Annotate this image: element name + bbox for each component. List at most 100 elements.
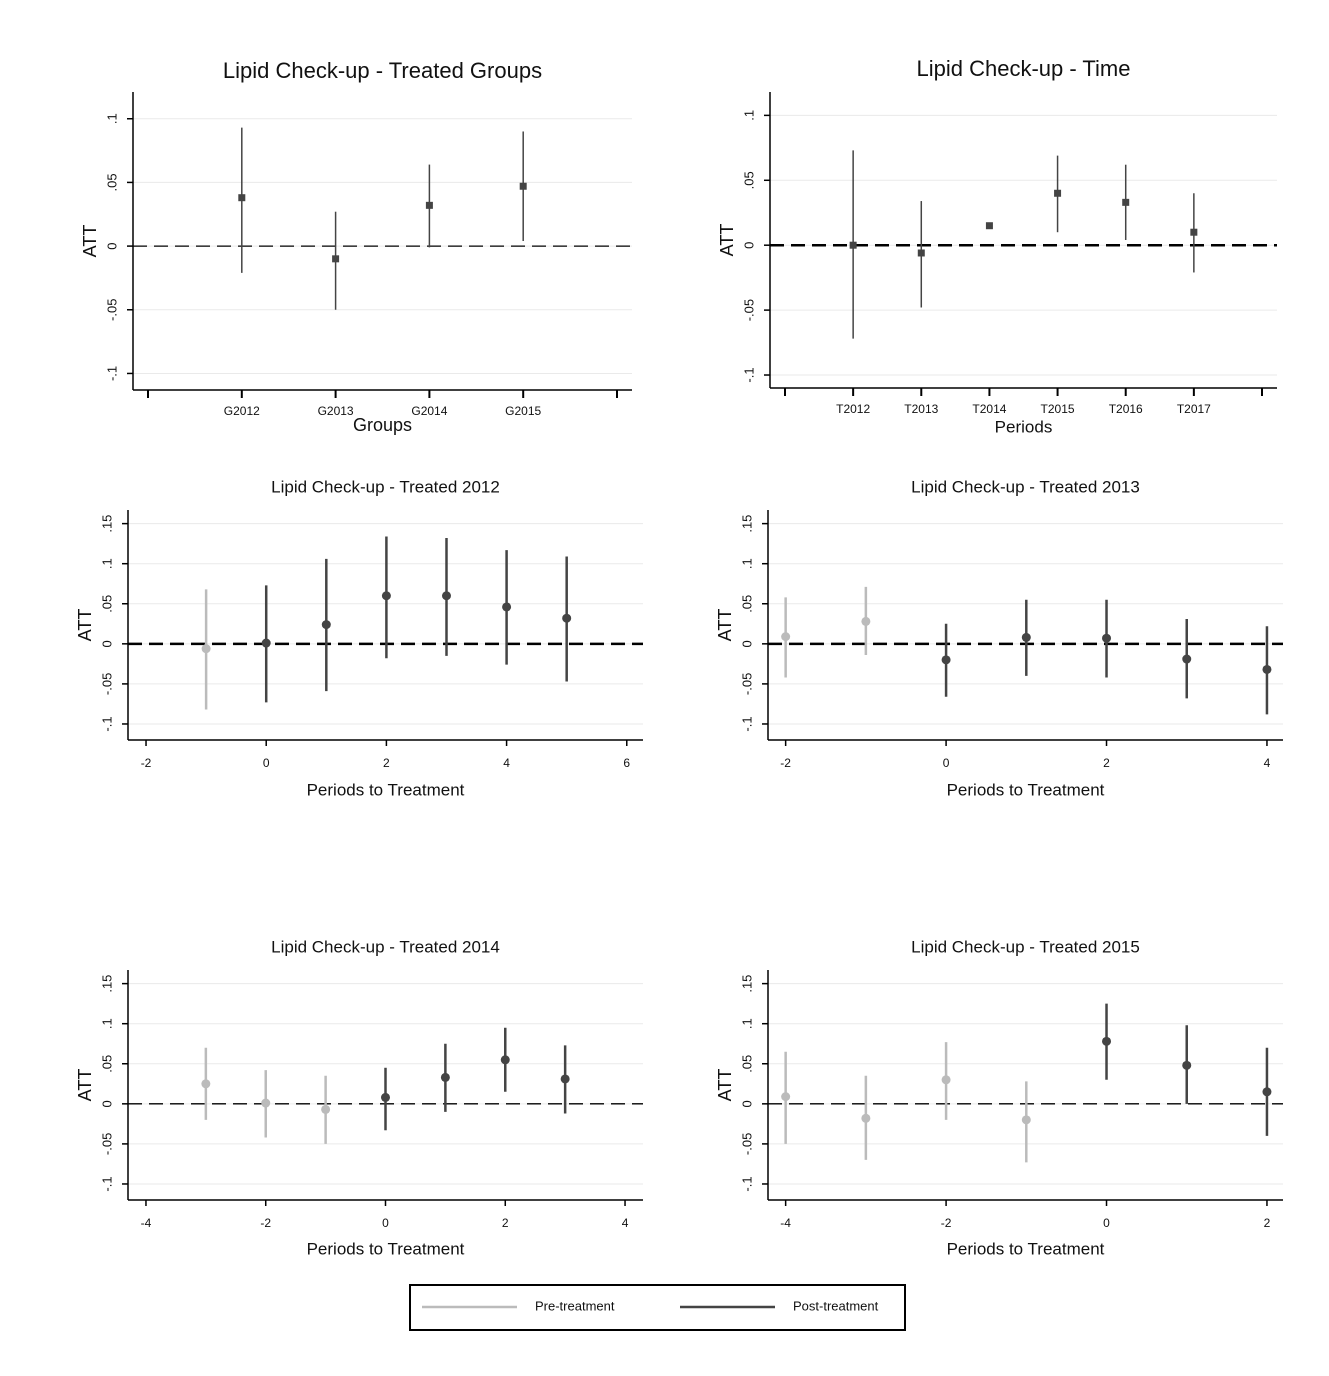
point-estimate [261, 1098, 271, 1108]
point-estimate [985, 222, 993, 230]
x-tick-label: G2014 [411, 404, 447, 418]
point-estimate [238, 194, 246, 202]
point-estimate [321, 1104, 331, 1114]
y-axis-title: ATT [75, 609, 95, 642]
y-tick-label: .05 [99, 595, 114, 613]
y-tick-label: -.05 [741, 299, 756, 321]
x-axis-title: Periods to Treatment [947, 1239, 1105, 1258]
legend-box [409, 1284, 906, 1331]
y-tick-label: -.05 [99, 673, 114, 695]
point-estimate [441, 591, 451, 601]
chart-title: Lipid Check-up - Time [917, 56, 1131, 81]
y-tick-label: -.1 [741, 367, 756, 382]
x-tick-label: 0 [263, 756, 270, 770]
y-tick-label: -.05 [104, 299, 119, 321]
x-tick-label: T2014 [972, 402, 1006, 416]
y-tick-label: 0 [741, 242, 756, 249]
point-estimate [941, 1075, 951, 1085]
x-tick-label: 4 [1264, 756, 1271, 770]
x-tick-label: 4 [622, 1216, 629, 1230]
y-tick-label: -.1 [104, 366, 119, 381]
point-estimate [1262, 1087, 1272, 1097]
y-axis-title: ATT [715, 609, 735, 642]
point-estimate [1021, 632, 1031, 642]
chart-title: Lipid Check-up - Treated 2015 [911, 937, 1140, 956]
x-tick-label: T2017 [1177, 402, 1211, 416]
y-tick-label: .1 [739, 1018, 754, 1029]
point-estimate [781, 632, 791, 642]
y-tick-label: .05 [104, 173, 119, 191]
y-tick-label: 0 [104, 242, 119, 249]
x-tick-label: -2 [780, 756, 791, 770]
point-estimate [425, 201, 433, 209]
legend-label: Pre-treatment [535, 1298, 615, 1313]
point-estimate [849, 241, 857, 249]
x-axis-title: Periods [995, 417, 1053, 436]
point-estimate [861, 616, 871, 626]
y-tick-label: -.1 [99, 716, 114, 731]
point-estimate [381, 1092, 390, 1102]
y-tick-label: -.1 [739, 716, 754, 731]
point-estimate [500, 1055, 510, 1065]
y-tick-label: -.1 [99, 1176, 114, 1191]
point-estimate [1182, 654, 1192, 664]
y-tick-label: .1 [99, 558, 114, 569]
x-tick-label: T2015 [1041, 402, 1075, 416]
x-axis-title: Periods to Treatment [947, 780, 1105, 799]
y-tick-label: 0 [99, 640, 114, 647]
x-tick-label: 4 [503, 756, 510, 770]
x-tick-label: -4 [780, 1216, 791, 1230]
point-estimate [332, 255, 340, 263]
y-tick-label: -.05 [739, 673, 754, 695]
point-estimate [781, 1092, 791, 1102]
x-axis-title: Periods to Treatment [307, 1239, 465, 1258]
x-tick-label: 0 [1103, 1216, 1110, 1230]
x-tick-label: 0 [943, 756, 950, 770]
x-tick-label: 2 [383, 756, 390, 770]
y-tick-label: .05 [739, 595, 754, 613]
chart-title: Lipid Check-up - Treated 2014 [271, 937, 500, 956]
point-estimate [261, 638, 271, 648]
x-tick-label: T2016 [1109, 402, 1143, 416]
legend-label: Post-treatment [793, 1298, 879, 1313]
y-tick-label: 0 [739, 640, 754, 647]
y-axis-title: ATT [80, 225, 100, 258]
y-tick-label: .05 [739, 1055, 754, 1073]
y-tick-label: .05 [741, 171, 756, 189]
point-estimate [562, 613, 572, 623]
y-axis-title: ATT [75, 1069, 95, 1102]
x-axis-title: Groups [353, 415, 412, 435]
x-tick-label: -4 [141, 1216, 152, 1230]
y-axis-title: ATT [717, 224, 737, 257]
y-tick-label: 0 [739, 1100, 754, 1107]
point-estimate [381, 591, 391, 601]
point-estimate [1262, 664, 1272, 674]
y-tick-label: .1 [104, 113, 119, 124]
y-axis-title: ATT [715, 1069, 735, 1102]
y-tick-label: -.05 [99, 1133, 114, 1155]
point-estimate [1182, 1060, 1192, 1070]
point-estimate [1102, 633, 1112, 643]
point-estimate [1190, 228, 1198, 236]
point-estimate [1021, 1115, 1031, 1125]
point-estimate [201, 644, 211, 654]
x-tick-label: 0 [382, 1216, 389, 1230]
y-tick-label: .1 [99, 1018, 114, 1029]
x-tick-label: -2 [260, 1216, 271, 1230]
point-estimate [201, 1079, 211, 1089]
chart-title: Lipid Check-up - Treated 2013 [911, 477, 1140, 496]
y-tick-label: .1 [739, 558, 754, 569]
x-axis-title: Periods to Treatment [307, 780, 465, 799]
y-tick-label: -.1 [739, 1176, 754, 1191]
y-tick-label: .1 [741, 110, 756, 121]
point-estimate [560, 1074, 570, 1084]
point-estimate [1102, 1036, 1112, 1046]
x-tick-label: 6 [623, 756, 630, 770]
point-estimate [941, 655, 951, 665]
point-estimate [321, 620, 331, 630]
x-tick-label: 2 [502, 1216, 509, 1230]
x-tick-label: G2013 [318, 404, 354, 418]
point-estimate [440, 1072, 450, 1082]
y-tick-label: .15 [739, 515, 754, 533]
